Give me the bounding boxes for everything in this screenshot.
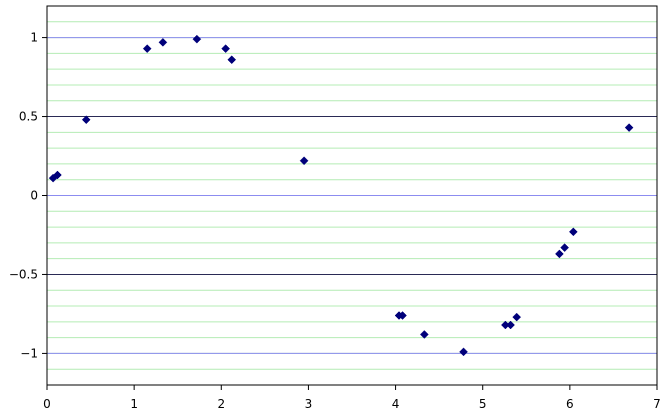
x-axis-ticks: 0 1 2 3 4 5 6 7 bbox=[43, 385, 661, 411]
x-tick-label: 1 bbox=[130, 397, 138, 411]
data-point bbox=[459, 347, 468, 357]
data-point bbox=[158, 37, 168, 47]
y-tick-label: −1 bbox=[20, 346, 38, 360]
major-gridlines bbox=[47, 37, 657, 354]
x-tick-label: 4 bbox=[392, 397, 400, 411]
data-point bbox=[506, 320, 515, 330]
data-point bbox=[81, 115, 91, 125]
y-axis-ticks: 1 0.5 0 −0.5 −1 bbox=[9, 31, 47, 360]
y-tick-label: 1 bbox=[30, 31, 38, 45]
y-tick-label: −0.5 bbox=[9, 267, 38, 281]
data-point bbox=[568, 227, 578, 237]
data-point bbox=[555, 249, 564, 259]
data-point bbox=[624, 123, 634, 132]
data-point bbox=[221, 44, 230, 53]
x-tick-label: 5 bbox=[479, 397, 487, 411]
y-tick-label: 0 bbox=[30, 189, 38, 203]
y-tick-label: 0.5 bbox=[19, 110, 38, 124]
data-point bbox=[192, 34, 202, 44]
data-point bbox=[227, 55, 237, 65]
data-point bbox=[53, 170, 62, 180]
x-tick-label: 2 bbox=[217, 397, 225, 411]
data-point bbox=[419, 330, 429, 339]
data-point bbox=[560, 243, 569, 252]
x-tick-label: 6 bbox=[566, 397, 574, 411]
data-point bbox=[299, 156, 309, 166]
data-point bbox=[142, 44, 152, 53]
data-point bbox=[512, 312, 522, 322]
data-point bbox=[398, 311, 407, 320]
data-points bbox=[48, 34, 634, 357]
x-tick-label: 3 bbox=[305, 397, 313, 411]
x-tick-label: 0 bbox=[43, 397, 51, 411]
x-tick-label: 7 bbox=[653, 397, 661, 411]
